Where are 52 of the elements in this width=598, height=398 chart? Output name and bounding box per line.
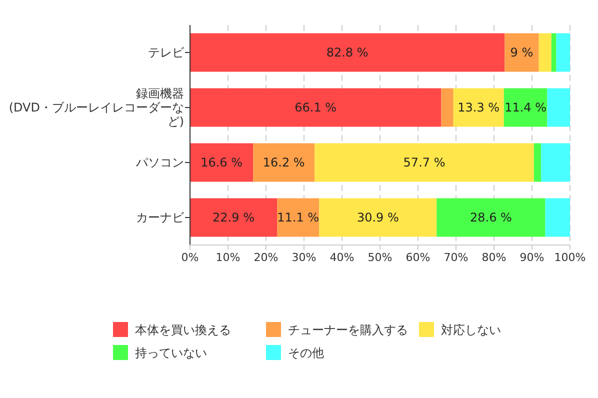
bar [545,198,570,237]
bar [551,33,556,72]
bar [441,88,454,127]
bar [547,88,570,127]
bar [504,33,539,72]
data-label: 57.7 % [403,156,446,170]
bar [277,198,320,237]
data-label: 16.6 % [200,156,243,170]
legend-label: チューナーを購入する [288,323,408,338]
x-tick-label: 10% [216,251,240,264]
x-tick-label: 40% [330,251,354,264]
y-tick-label: テレビ [148,46,185,60]
data-label: 11.1 % [277,210,320,225]
x-tick-label: 60% [406,251,430,264]
bar [319,198,437,237]
bar [190,143,254,182]
bar [504,88,548,127]
x-tick-label: 20% [254,251,278,264]
bar [436,198,546,237]
data-label: 28.6 % [470,210,512,225]
x-tick-label: 30% [292,251,316,264]
bar [314,143,534,182]
data-label: 11.4 % [504,100,547,115]
data-label: 82.8 % [326,46,368,60]
x-tick-label: 100% [554,251,586,264]
bar [541,143,570,182]
data-label: 16.2 % [262,156,305,170]
legend-label: その他 [288,346,324,360]
y-tick-label: カーナビ [136,210,185,225]
x-tick-label: 50% [368,251,392,264]
data-label: 30.9 % [356,210,399,225]
legend-label: 対応しない [441,323,501,338]
x-tick-label: 90% [520,251,544,264]
bar [556,33,570,72]
bar [190,88,442,127]
x-tick-label: 0% [181,251,199,264]
data-label: 22.9 % [212,210,254,225]
x-tick-label: 80% [482,251,506,264]
legend-label: 持っていない [135,346,207,360]
bar [253,143,315,182]
x-tick-label: 70% [444,251,468,264]
bar [534,143,542,182]
data-label: 9 % [510,46,534,60]
bar [190,33,505,72]
legend-label: 本体を買い換える [135,323,231,338]
data-label: 66.1 % [294,100,337,115]
y-tick-label: 録画機器(DVD・ブルーレイレコーダーなど) [8,86,184,129]
bar [453,88,504,127]
y-tick-label: パソコン [135,156,184,170]
data-label: 13.3 % [458,100,500,115]
bar [538,33,552,72]
bar [190,198,278,237]
